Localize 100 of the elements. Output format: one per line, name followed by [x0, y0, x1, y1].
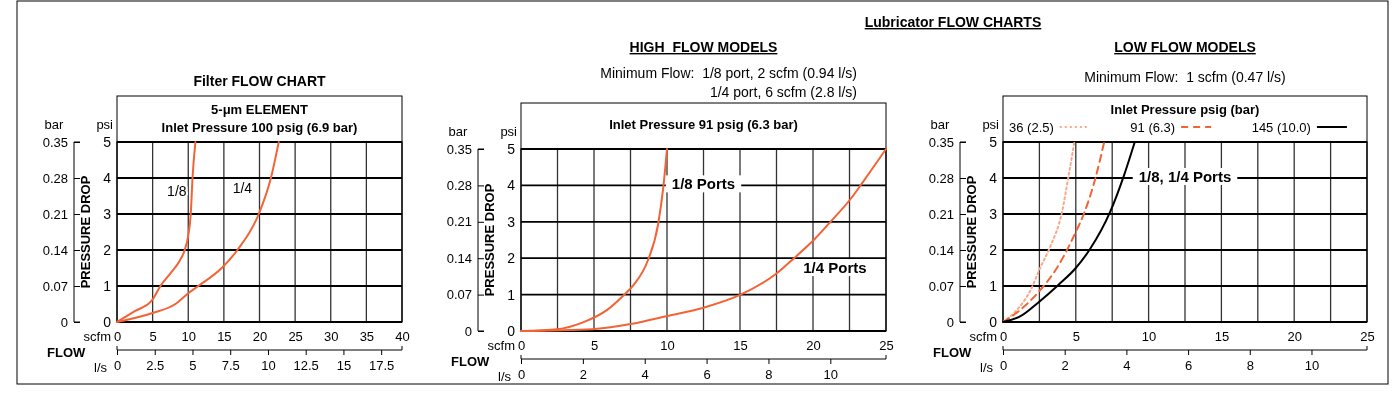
chart-title: Filter FLOW CHART — [193, 73, 327, 89]
y-tick-label: 2 — [507, 250, 516, 267]
text: psi — [96, 117, 114, 132]
x-tick-label: 0 — [113, 329, 122, 345]
x-axis-title: FLOW — [451, 354, 490, 369]
x-tick-label: 0 — [517, 338, 526, 354]
x-tick-label: 5 — [1072, 329, 1080, 345]
series-label: 1/4 — [232, 179, 253, 196]
x-tick-label: 5 — [149, 329, 157, 345]
y-tick-label: 4 — [103, 169, 112, 186]
series-label: 1/4 Ports — [803, 259, 867, 277]
annotation: 1/8, 1/4 Ports — [1138, 167, 1232, 185]
legend-title: Inlet Pressure psig (bar) — [1110, 102, 1260, 117]
x2-tick-label: 4 — [641, 367, 649, 383]
y-tick-label: 4 — [507, 177, 516, 194]
y2-tick-label: 0.28 — [42, 170, 68, 186]
y-tick-label: 2 — [989, 241, 998, 258]
y2-tick-label: 0.07 — [42, 278, 68, 294]
y2-tick-label: 0.28 — [446, 178, 472, 194]
chart-title: HIGH FLOW MODELS — [629, 39, 778, 55]
y-tick-label: 4 — [989, 169, 998, 186]
text: psi — [982, 117, 1000, 132]
y2-tick-label: 0.21 — [928, 206, 954, 222]
x2-tick-label: 4 — [1123, 358, 1131, 374]
x2-tick-label: 10 — [823, 367, 839, 383]
y-tick-label: 5 — [507, 140, 516, 157]
x2-tick-label: 0 — [113, 358, 122, 374]
text: Inlet Pressure 91 psig (6.3 bar) — [609, 117, 798, 132]
chart-subtitle: Minimum Flow: 1 scfm (0.47 l/s) — [1084, 69, 1286, 85]
x2-tick-label: 10 — [261, 358, 276, 374]
series-label: 1/8 Ports — [671, 175, 736, 193]
x2-tick-label: 6 — [1184, 358, 1193, 374]
x-axis-title: FLOW — [933, 345, 972, 360]
y-tick-label: 3 — [103, 205, 112, 222]
x2-tick-label: 0 — [517, 367, 526, 383]
x-tick-label: 15 — [217, 329, 232, 345]
y-axis-title: PRESSURE DROP — [482, 183, 497, 297]
y2-tick-label: 0.21 — [42, 206, 68, 222]
x2-tick-label: 7.5 — [221, 358, 240, 374]
x2-tick-label: 2.5 — [146, 358, 165, 374]
y2-tick-label: 0.07 — [928, 278, 954, 294]
x-tick-label: 20 — [806, 338, 821, 354]
x2-tick-label: 8 — [765, 367, 773, 383]
x2-tick-label: 2 — [1061, 358, 1069, 374]
x-tick-label: 20 — [1287, 329, 1302, 345]
y-tick-label: 1 — [103, 277, 112, 294]
y2-axis-title: bar — [44, 117, 65, 132]
x2-axis-title: l/s — [94, 360, 108, 375]
chart-subtitle: Minimum Flow: 1/8 port, 2 scfm (0.94 l/s) 1/4 port, 6 scfm (2.8 l/s) — [600, 65, 857, 100]
y2-tick-label: 0.28 — [928, 170, 954, 186]
y-tick-label: 3 — [989, 205, 998, 222]
y2-tick-label: 0.14 — [928, 242, 954, 258]
x2-tick-label: 17.5 — [369, 358, 395, 374]
x-tick-label: 15 — [1214, 329, 1230, 345]
x-tick-label: 5 — [590, 338, 599, 354]
text: Lubricator FLOW CHARTS — [864, 14, 1042, 30]
legend-label: 91 (6.3) — [1130, 120, 1176, 135]
legend-label: 36 (2.5) — [1009, 120, 1054, 135]
x-tick-label: 20 — [252, 329, 268, 345]
y2-tick-label: 0.07 — [446, 287, 472, 303]
y-axis-title: PRESSURE DROP — [964, 175, 979, 289]
y-tick-label: 0 — [103, 313, 112, 330]
y-axis-title: PRESSURE DROP — [78, 175, 93, 289]
x-tick-label: 25 — [1360, 329, 1375, 345]
x2-axis-title: l/s — [980, 360, 994, 375]
text: 5-μm ELEMENT — [211, 102, 308, 117]
series-label: 1/8 — [167, 183, 187, 200]
y2-axis-title: bar — [448, 124, 469, 139]
x-tick-label: 40 — [395, 329, 410, 345]
y2-tick-label: 0.14 — [446, 250, 472, 266]
text: scfm — [83, 329, 111, 344]
y-tick-label: 5 — [103, 133, 112, 150]
x2-axis-title: l/s — [498, 369, 512, 384]
text: Inlet Pressure 100 psig (6.9 bar) — [161, 120, 358, 135]
text: psi — [500, 124, 518, 139]
y2-tick-label: 0.35 — [446, 141, 472, 157]
y2-tick-label: 0 — [946, 314, 954, 330]
x-tick-label: 15 — [733, 338, 748, 354]
x-tick-label: 25 — [288, 329, 303, 345]
y-tick-label: 0 — [989, 313, 998, 330]
y-tick-label: 1 — [989, 277, 998, 294]
x-tick-label: 10 — [1141, 329, 1157, 345]
legend-label: 145 (10.0) — [1251, 120, 1311, 135]
y-tick-label: 1 — [507, 286, 516, 303]
x-tick-label: 35 — [359, 329, 375, 345]
y2-axis-title: bar — [930, 117, 951, 132]
x2-tick-label: 15 — [336, 358, 352, 374]
y2-tick-label: 0.14 — [42, 242, 68, 258]
y2-tick-label: 0.35 — [42, 134, 68, 150]
x-tick-label: 10 — [660, 338, 675, 354]
x-tick-label: 30 — [324, 329, 339, 345]
y-tick-label: 3 — [507, 213, 516, 230]
x2-tick-label: 6 — [703, 367, 711, 383]
chart-title: LOW FLOW MODELS — [1114, 39, 1256, 55]
text: scfm — [969, 329, 997, 344]
x2-tick-label: 0 — [999, 358, 1008, 374]
x2-tick-label: 10 — [1304, 358, 1320, 374]
y-tick-label: 5 — [989, 133, 998, 150]
x-tick-label: 25 — [879, 338, 894, 354]
x2-tick-label: 8 — [1246, 358, 1254, 374]
